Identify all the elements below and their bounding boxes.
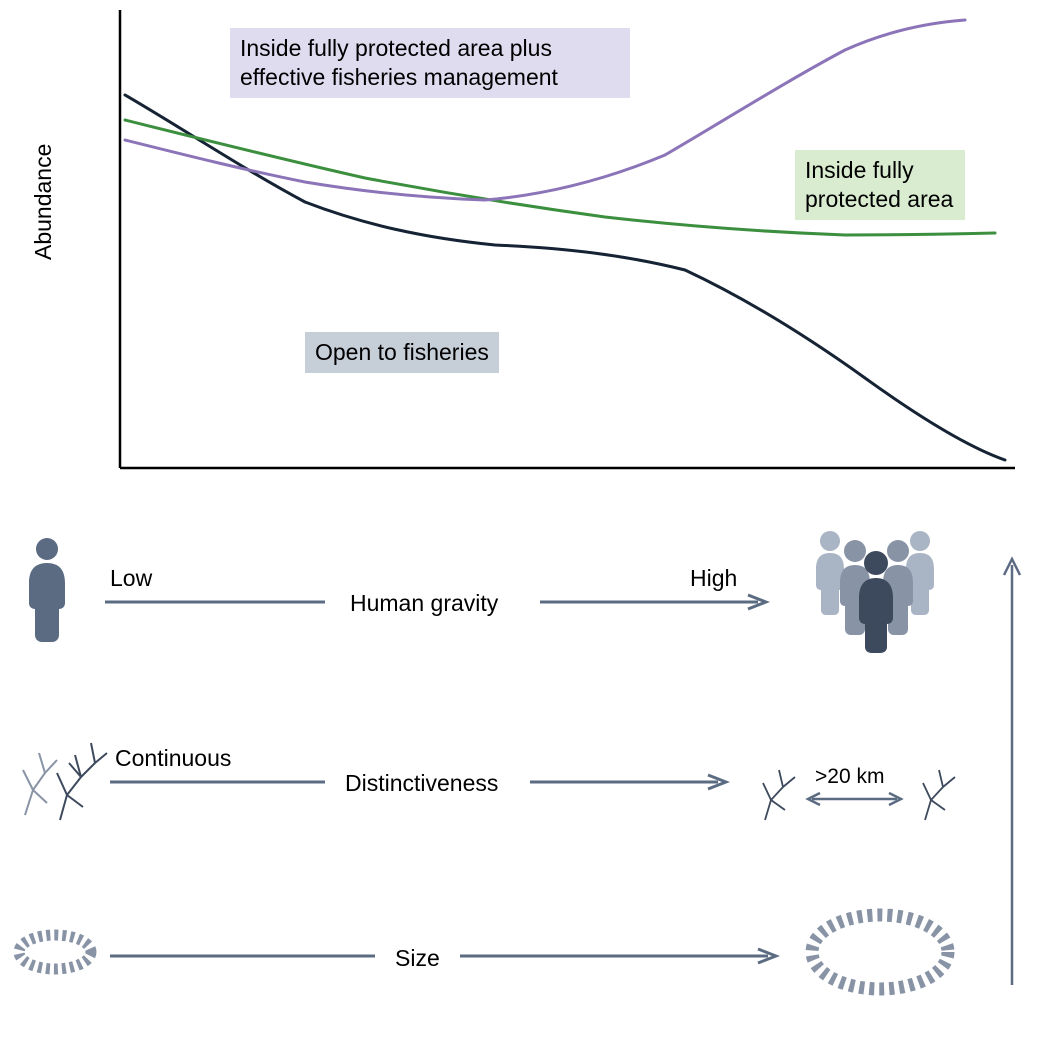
habitat-small-2-icon [905,745,975,825]
explanatory-power-arrow [1001,555,1023,985]
arrow-left-size [110,951,375,961]
size-label: Size [395,945,440,972]
habitat-large-icon [5,715,115,825]
abundance-chart: Abundance Inside fully protected area pl… [40,10,1040,495]
arrow-left-dist [110,777,325,787]
y-axis-label: Abundance [30,144,57,260]
person-icon [20,535,75,645]
continuous-label: Continuous [115,745,231,772]
label-protected-plus-mgmt: Inside fully protected area plus effecti… [230,28,630,98]
label-open-fisheries: Open to fisheries [305,332,499,373]
arrow-right-size [460,947,780,965]
human-gravity-label: Human gravity [350,590,498,617]
double-arrow-icon [802,791,907,807]
distinctiveness-label: Distinctiveness [345,770,498,797]
label-inside-protected: Inside fully protected area [795,150,965,220]
row-size: Size [10,905,980,1055]
high-label: High [690,565,737,592]
habitat-small-1-icon [745,745,815,825]
low-label: Low [110,565,152,592]
arrow-right-hg [540,593,770,611]
factors-panel: Explanatory power [10,535,1051,1015]
row-distinctiveness: Continuous Distinctiveness >20 km [10,715,980,865]
twenty-km-label: >20 km [815,765,884,789]
explanatory-power-label: Explanatory power [1057,865,1061,1056]
ring-small-icon [10,925,100,980]
figure-root: Abundance Inside fully protected area pl… [10,10,1051,1015]
ring-large-icon [800,905,960,1000]
arrow-right-dist [530,773,730,791]
row-human-gravity: Low High Human gravity [10,535,980,685]
arrow-left-hg [105,597,325,607]
people-group-icon [790,525,960,655]
